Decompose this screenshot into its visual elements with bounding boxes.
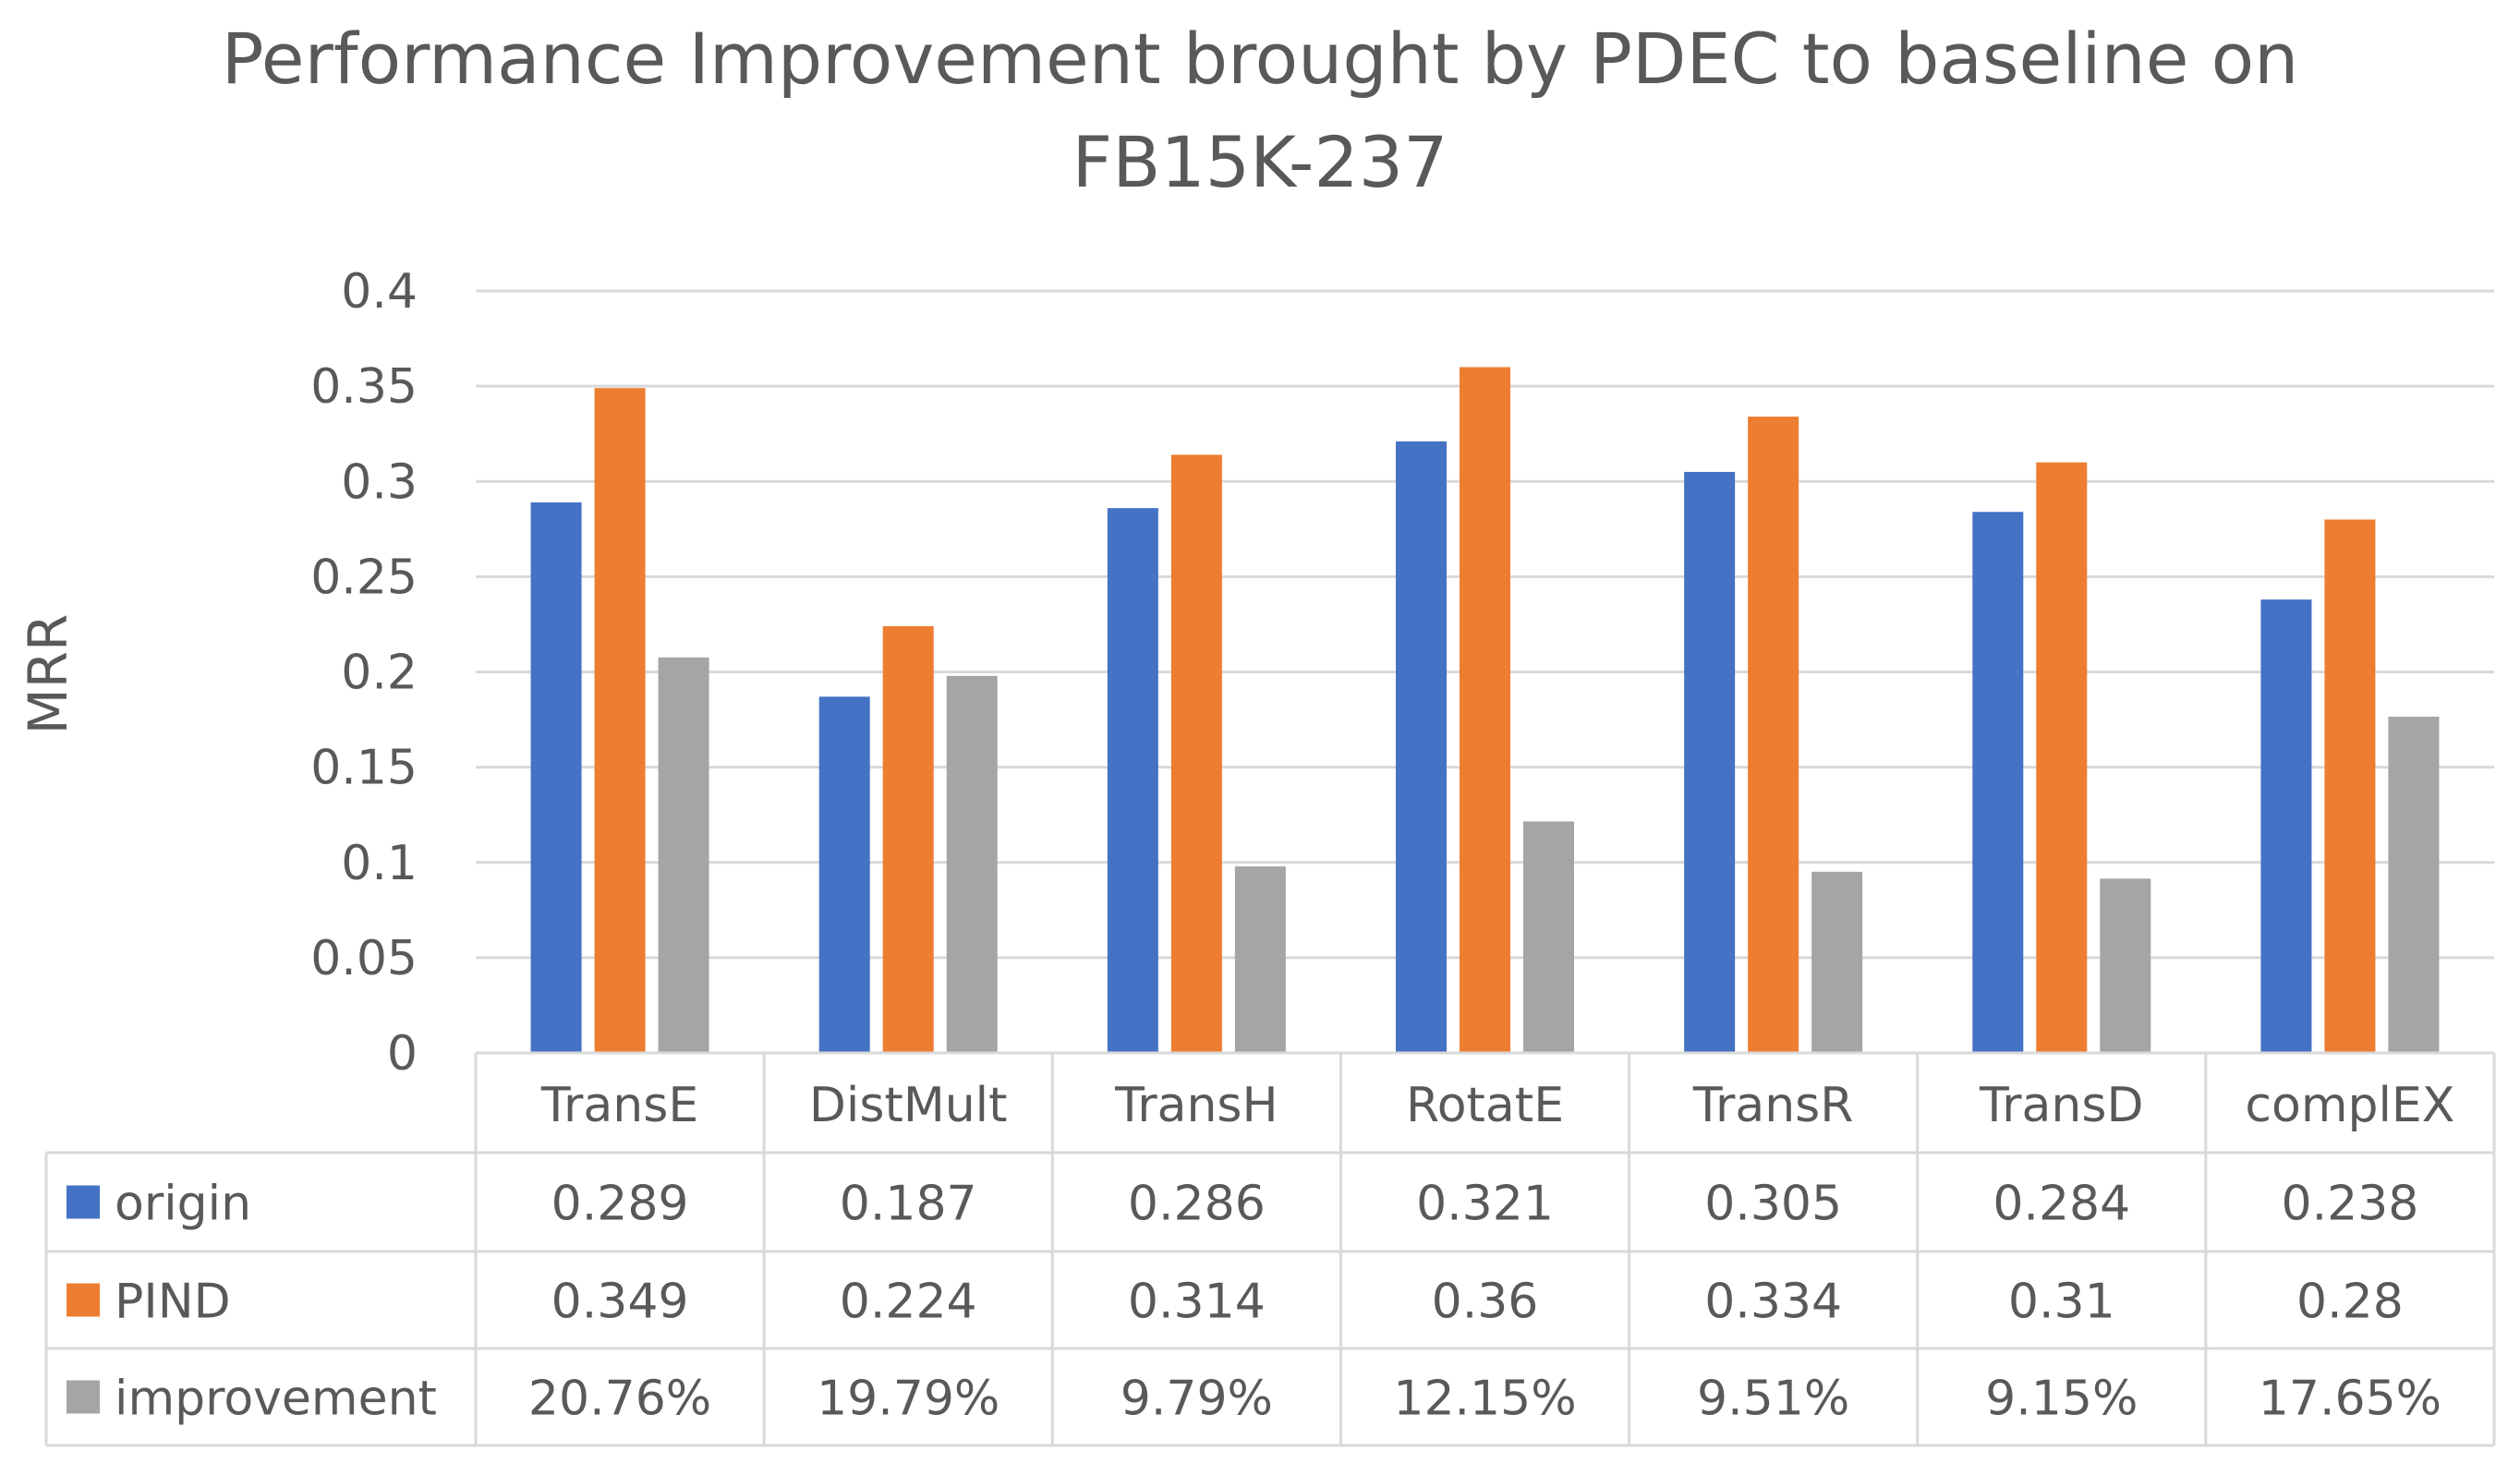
y-tick-label: 0.3 xyxy=(341,454,418,510)
data-label: 0.289 xyxy=(551,1177,689,1232)
data-label: 0.321 xyxy=(1416,1177,1554,1232)
y-tick-label: 0.05 xyxy=(310,931,418,986)
y-axis-label: MRR xyxy=(17,614,79,735)
bar-improvement-TransE xyxy=(658,657,709,1053)
data-label: 0.305 xyxy=(1704,1177,1842,1232)
bar-origin-TransD xyxy=(1972,512,2024,1053)
data-label: 0.334 xyxy=(1704,1275,1842,1330)
bar-PIND-complEX xyxy=(2324,519,2376,1053)
data-label: 0.187 xyxy=(840,1177,977,1232)
data-label: 12.15% xyxy=(1393,1372,1576,1427)
bar-origin-TransE xyxy=(530,502,582,1053)
chart-title-line-1: Performance Improvement brought by PDEC … xyxy=(221,18,2299,100)
category-label: TransR xyxy=(1692,1078,1854,1133)
data-label: 0.36 xyxy=(1432,1275,1539,1330)
bar-improvement-TransH xyxy=(1234,866,1286,1053)
data-label: 0.28 xyxy=(2296,1275,2404,1330)
chart-title-line-2: FB15K-237 xyxy=(1072,121,1448,203)
legend-swatch-improvement xyxy=(67,1380,100,1414)
data-label: 0.31 xyxy=(2008,1275,2115,1330)
y-tick-label: 0.2 xyxy=(341,646,418,701)
bar-improvement-DistMult xyxy=(946,675,998,1053)
legend-label-PIND: PIND xyxy=(115,1275,231,1330)
y-tick-label: 0.15 xyxy=(310,741,418,796)
bar-improvement-RotatE xyxy=(1523,821,1574,1053)
legend-swatch-origin xyxy=(67,1185,100,1219)
y-tick-label: 0 xyxy=(387,1026,418,1082)
bar-PIND-TransE xyxy=(594,388,646,1053)
data-label: 0.349 xyxy=(551,1275,689,1330)
legend-swatch-PIND xyxy=(67,1283,100,1317)
bar-origin-TransR xyxy=(1684,471,1736,1053)
y-tick-labels: 0 0.05 0.1 0.15 0.2 0.25 0.3 0.35 0.4 xyxy=(310,264,418,1082)
data-table: TransE DistMult TransH RotatE TransR TransD co… xyxy=(44,1051,2496,1447)
legend-label-origin: origin xyxy=(115,1177,251,1232)
bar-improvement-complEX xyxy=(2388,716,2440,1053)
bar-origin-TransH xyxy=(1107,508,1158,1053)
bar-improvement-TransD xyxy=(2100,878,2151,1053)
category-label: TransD xyxy=(1979,1078,2143,1133)
bar-origin-DistMult xyxy=(818,696,870,1053)
category-label: complEX xyxy=(2245,1078,2454,1133)
data-label: 0.224 xyxy=(840,1275,977,1330)
bar-origin-RotatE xyxy=(1396,441,1447,1053)
category-label: TransH xyxy=(1114,1078,1278,1133)
bar-PIND-TransD xyxy=(2036,462,2088,1053)
bars xyxy=(530,367,2440,1053)
y-tick-label: 0.35 xyxy=(310,359,418,415)
data-label: 9.15% xyxy=(1985,1372,2138,1427)
category-label: RotatE xyxy=(1406,1078,1564,1133)
category-label: TransE xyxy=(540,1078,698,1133)
bar-PIND-TransR xyxy=(1748,417,1799,1053)
y-tick-label: 0.25 xyxy=(310,550,418,605)
category-label: DistMult xyxy=(809,1078,1008,1133)
data-label: 9.79% xyxy=(1121,1372,1273,1427)
bar-PIND-RotatE xyxy=(1460,367,1510,1053)
data-label: 0.314 xyxy=(1128,1275,1266,1330)
bar-improvement-TransR xyxy=(1811,871,1863,1053)
data-label: 20.76% xyxy=(528,1372,711,1427)
data-label: 17.65% xyxy=(2259,1372,2441,1427)
y-tick-label: 0.1 xyxy=(341,836,418,891)
data-label: 0.284 xyxy=(1993,1177,2130,1232)
legend-label-improvement: improvement xyxy=(115,1372,437,1427)
bar-PIND-DistMult xyxy=(882,626,934,1053)
data-label: 0.238 xyxy=(2281,1177,2418,1232)
bar-PIND-TransH xyxy=(1170,454,1222,1053)
y-tick-label: 0.4 xyxy=(341,264,418,320)
data-label: 9.51% xyxy=(1697,1372,1849,1427)
bar-origin-complEX xyxy=(2260,599,2312,1053)
data-label: 19.79% xyxy=(817,1372,1000,1427)
data-label: 0.286 xyxy=(1128,1177,1266,1232)
